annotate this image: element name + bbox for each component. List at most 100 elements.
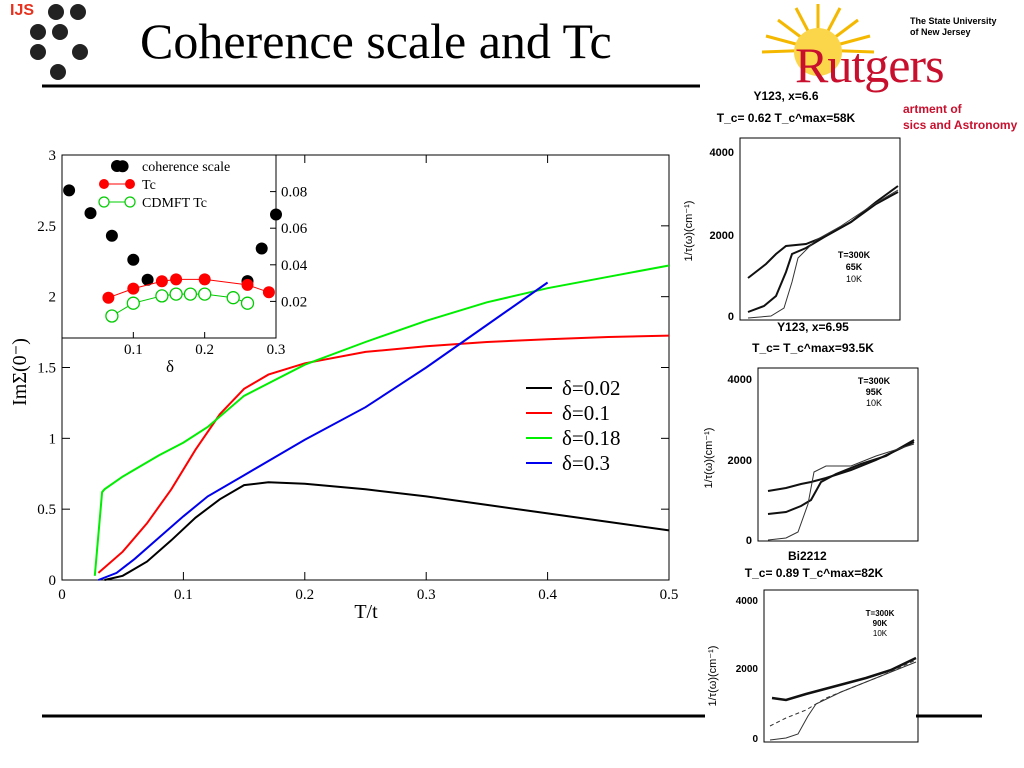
inset-legend-marker [111, 160, 123, 172]
main-y-tick-label: 2.5 [37, 219, 56, 235]
ijs-label: IJS [10, 2, 35, 19]
inset-x-label: δ [166, 357, 174, 376]
main-legend-label: δ=0.02 [562, 376, 621, 400]
inset-point-0 [127, 253, 140, 266]
inset-legend-marker [99, 179, 109, 189]
main-y-tick-label: 1.5 [37, 361, 56, 377]
inset-x-tick-label: 0.2 [195, 342, 214, 358]
panel3-ytick-4000: 4000 [736, 596, 759, 607]
main-x-tick-label: 0.2 [295, 587, 314, 603]
panel2-ytick-0: 0 [746, 535, 752, 547]
panel3-legend-mid: 90K [873, 619, 888, 628]
panel2-frame [757, 367, 919, 542]
rutgers-line1: The State University [910, 16, 997, 26]
inset-legend-label: coherence scale [142, 160, 230, 175]
panel1-legend-mid: 65K [846, 262, 863, 272]
main-series-line-1 [97, 334, 670, 574]
right-panels: Y123, x=6.6 T_c= 0.62 T_c^max=58K 4000 2… [683, 89, 919, 745]
panel3-header2: T_c= 0.89 T_c^max=82K [745, 566, 884, 580]
panel1-curve-10k [747, 189, 899, 319]
inset-legend-label: CDMFT Tc [142, 196, 207, 211]
inset-point-2 [126, 296, 140, 310]
inset-point-0 [105, 229, 118, 242]
panel1-legend-10: 10K [846, 274, 862, 284]
inset-point-1 [262, 286, 275, 299]
inset-point-0 [255, 242, 268, 255]
panel1-legend-300: T=300K [838, 250, 871, 260]
ijs-logo [30, 4, 88, 80]
inset-plot-frame [61, 154, 277, 339]
panel1-curve-300k [747, 191, 899, 279]
panel2-curve-300k [767, 441, 915, 492]
inset-point-2 [240, 296, 255, 310]
panel3-ytick-2000: 2000 [736, 664, 759, 675]
main-legend-label: δ=0.18 [562, 426, 621, 450]
inset-legend-marker [124, 196, 136, 208]
panel3-frame [763, 589, 919, 743]
panel-bi2212: Bi2212 T_c= 0.89 T_c^max=82K 4000 2000 0… [707, 549, 919, 745]
panel3-y-label: 1/τ(ω)(cm⁻¹) [707, 646, 719, 707]
rutgers-line2: of New Jersey [910, 27, 971, 37]
main-chart: 0 0.1 0.2 0.3 0.4 0.5 0 0.5 1 1.5 2 2.5 3 T/t ImΣ(0⁻… [9, 148, 679, 623]
inset-y-right-tick-label: 0.06 [281, 221, 308, 237]
inset-y-right-tick-label: 0.02 [281, 294, 307, 310]
inset-legend-label: Tc [142, 178, 156, 193]
main-y-label: ImΣ(0⁻) [9, 338, 31, 406]
panel1-y-label: 1/τ(ω)(cm⁻¹) [683, 201, 695, 262]
panel2-legend-10: 10K [866, 398, 882, 408]
panel3-legend-300: T=300K [866, 609, 895, 618]
inset-y-right-tick-label: 0.04 [281, 258, 308, 274]
main-x-tick-label: 0.5 [660, 587, 679, 603]
inset-point-2 [198, 287, 212, 301]
panel1-ytick-2000: 2000 [710, 230, 734, 242]
panel2-curve-10k [767, 443, 915, 541]
main-x-tick-label: 0.1 [174, 587, 193, 603]
inset-x-tick-label: 0.3 [267, 342, 286, 358]
inset-legend-marker [98, 196, 110, 208]
panel3-curve-300k [771, 656, 917, 702]
panel2-curve-mid [767, 439, 915, 515]
slide-title: Coherence scale and Tc [140, 13, 612, 69]
main-series-line-3 [98, 281, 549, 581]
inset-y-right-tick-label: 0.08 [281, 185, 307, 201]
panel2-y-label: 1/τ(ω)(cm⁻¹) [703, 428, 715, 489]
rutgers-logo [761, 4, 875, 76]
inset-point-2 [169, 287, 183, 301]
panel-y123-695: Y123, x=6.95 T_c= T_c^max=93.5K 4000 200… [703, 320, 919, 547]
main-y-tick-label: 0.5 [37, 502, 56, 518]
panel2-ytick-4000: 4000 [728, 374, 752, 386]
inset-point-1 [127, 282, 140, 295]
main-x-tick-label: 0 [58, 587, 66, 603]
panel-y123-66: Y123, x=6.6 T_c= 0.62 T_c^max=58K 4000 2… [683, 89, 901, 323]
inset-point-2 [105, 309, 119, 323]
main-x-tick-label: 0.3 [417, 587, 436, 603]
main-y-tick-label: 3 [49, 148, 57, 164]
rutgers-wordmark: Rutgers [795, 37, 945, 93]
panel2-ytick-2000: 2000 [728, 455, 752, 467]
inset-legend-marker [125, 179, 135, 189]
inset-point-0 [270, 208, 282, 221]
main-y-tick-label: 1 [49, 431, 57, 447]
panel2-header2: T_c= T_c^max=93.5K [752, 341, 874, 355]
panel3-legend-10: 10K [873, 629, 888, 638]
rutgers-dept2: sics and Astronomy [903, 118, 1018, 132]
inset-point-1 [198, 273, 211, 286]
panel3-curve-10k [769, 661, 917, 741]
inset-x-tick-label: 0.1 [124, 342, 143, 358]
panel3-header1: Bi2212 [788, 549, 827, 563]
inset-point-1 [170, 273, 183, 286]
panel1-curve-mid [747, 185, 899, 313]
main-series-line-2 [93, 264, 670, 576]
panel1-header2: T_c= 0.62 T_c^max=58K [717, 111, 856, 125]
main-x-tick-label: 0.4 [538, 587, 557, 603]
main-legend-label: δ=0.3 [562, 451, 610, 475]
inset-point-0 [84, 207, 97, 220]
inset-point-2 [183, 287, 198, 301]
inset-point-0 [141, 273, 154, 286]
main-y-tick-label: 2 [49, 290, 57, 306]
panel2-header1: Y123, x=6.95 [777, 320, 849, 334]
main-series-line-0 [104, 481, 670, 581]
panel2-legend-mid: 95K [866, 387, 883, 397]
main-y-tick-label: 0 [49, 573, 57, 589]
